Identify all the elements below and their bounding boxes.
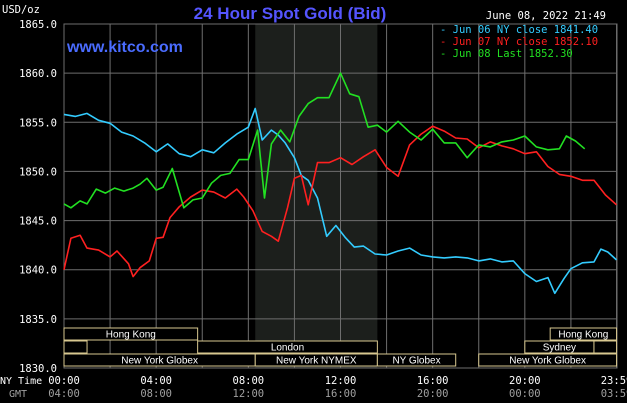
x-tick-label-gmt: 04:00 bbox=[48, 388, 80, 400]
x-tick-label-ny: 04:00 bbox=[140, 375, 172, 387]
series-line-2 bbox=[63, 72, 586, 209]
y-tick-label: 1860.0 bbox=[19, 68, 57, 80]
chart-datetime: June 08, 2022 21:49 bbox=[486, 10, 606, 22]
session-label: Hong Kong bbox=[558, 330, 608, 341]
y-tick-label: 1850.0 bbox=[19, 166, 57, 178]
x-tick-label-ny: 08:00 bbox=[233, 375, 265, 387]
session-label: New York NYMEX bbox=[276, 356, 357, 367]
session-label: Hong Kong bbox=[106, 330, 156, 341]
legend-entry: - Jun 08 Last 1852.30 bbox=[440, 48, 573, 60]
x-tick-label-ny: 00:00 bbox=[48, 375, 80, 387]
x-tick-label-gmt: 00:00 bbox=[509, 388, 541, 400]
series-line-0 bbox=[63, 107, 618, 295]
x-tick-label-ny: 20:00 bbox=[509, 375, 541, 387]
plot-frame bbox=[63, 23, 618, 369]
legend-entry: - Jun 06 NY close 1841.40 bbox=[440, 24, 598, 36]
x-tick-label-ny: 12:00 bbox=[325, 375, 357, 387]
unit-label: USD/oz bbox=[2, 4, 40, 16]
session-bar bbox=[63, 340, 88, 354]
watermark: www.kitco.com bbox=[66, 39, 183, 56]
session-label: NY Globex bbox=[392, 356, 440, 367]
session-label: London bbox=[271, 343, 304, 354]
legend: - Jun 06 NY close 1841.40- Jun 07 NY clo… bbox=[440, 24, 598, 60]
session-bar bbox=[549, 327, 618, 341]
x-tick-label-gmt: 16:00 bbox=[325, 388, 357, 400]
y-tick-label: 1830.0 bbox=[19, 363, 57, 375]
y-tick-label: 1855.0 bbox=[19, 117, 57, 129]
session-bar bbox=[478, 353, 618, 367]
session-bar bbox=[376, 353, 457, 367]
series-line-1 bbox=[63, 125, 618, 278]
session-bar bbox=[63, 327, 199, 341]
y-tick-label: 1865.0 bbox=[19, 19, 57, 31]
session-label: New York Globex bbox=[509, 356, 586, 367]
chart-title: 24 Hour Spot Gold (Bid) bbox=[194, 4, 387, 23]
x-tick-label-gmt: 12:00 bbox=[233, 388, 265, 400]
session-bar bbox=[593, 340, 618, 354]
x-tick-label-gmt: 08:00 bbox=[140, 388, 172, 400]
ny-time-label: NY Time bbox=[0, 376, 42, 387]
session-label: New York Globex bbox=[121, 356, 198, 367]
gmt-label: GMT bbox=[9, 389, 27, 400]
y-tick-label: 1845.0 bbox=[19, 216, 57, 228]
x-tick-label-ny: 16:00 bbox=[417, 375, 449, 387]
session-bar bbox=[197, 340, 378, 354]
session-label: Sydney bbox=[543, 343, 576, 354]
x-tick-label-ny: 23:59 bbox=[601, 375, 627, 387]
legend-entry: - Jun 07 NY close 1852.10 bbox=[440, 36, 598, 48]
x-tick-label-gmt: 03:59 bbox=[601, 388, 627, 400]
y-tick-label: 1835.0 bbox=[19, 314, 57, 326]
x-tick-label-gmt: 20:00 bbox=[417, 388, 449, 400]
y-tick-label: 1840.0 bbox=[19, 265, 57, 277]
